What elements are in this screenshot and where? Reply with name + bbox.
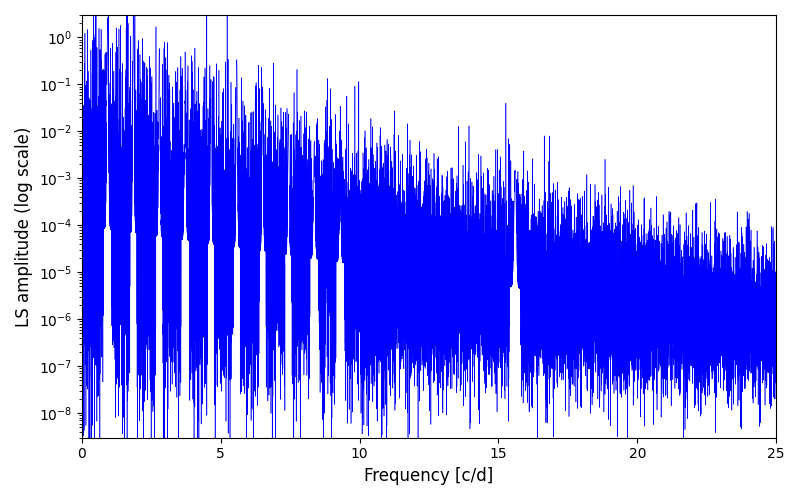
- Y-axis label: LS amplitude (log scale): LS amplitude (log scale): [15, 126, 33, 326]
- X-axis label: Frequency [c/d]: Frequency [c/d]: [364, 467, 494, 485]
